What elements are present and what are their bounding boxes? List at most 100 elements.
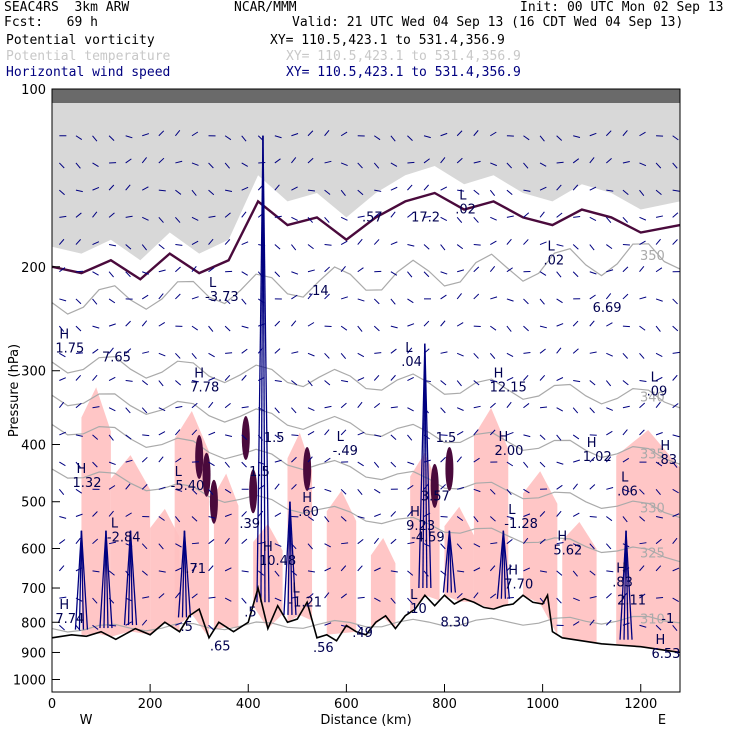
pv-anomaly (430, 463, 439, 508)
wind-vector (291, 456, 297, 463)
wind-vector (75, 513, 83, 517)
x-tick-label: 200 (138, 697, 163, 712)
wind-vector (340, 296, 348, 300)
wind-vector (158, 516, 165, 521)
theta-label: 350 (640, 249, 665, 264)
extremum-value: -1 (661, 612, 674, 627)
wind-vector (158, 593, 165, 599)
wind-vector (191, 162, 199, 166)
wind-vector (75, 189, 83, 193)
wind-vector (59, 377, 66, 381)
wind-vector (142, 133, 150, 137)
wind-vector (373, 402, 381, 409)
wind-vector (440, 186, 448, 191)
wind-vector (158, 293, 164, 300)
updraft-vector (424, 343, 432, 589)
wind-vector (506, 516, 514, 519)
wind-vector (142, 271, 149, 275)
extremum-marker: H (587, 436, 597, 451)
wind-vector (523, 325, 529, 332)
wind-vector (456, 157, 463, 164)
wind-vector (390, 348, 397, 354)
extremum-value: .09 (647, 384, 668, 399)
y-tick-label: 600 (21, 542, 46, 557)
wind-vector (191, 516, 198, 522)
wind-vector (622, 293, 629, 300)
wind-vector (241, 461, 247, 468)
wind-vector (656, 597, 664, 599)
updraft-vector (256, 135, 264, 603)
wind-vector (523, 488, 530, 494)
updraft-vector (260, 135, 264, 603)
wind-vector (572, 184, 579, 191)
wind-vector (208, 516, 216, 519)
wind-vector (291, 157, 297, 164)
wind-vector (390, 211, 396, 218)
wind-vector (655, 432, 663, 436)
cloud-shading (523, 471, 558, 635)
wind-vector (141, 619, 148, 626)
wind-vector (672, 624, 678, 632)
wind-vector (373, 239, 380, 245)
wind-vector (158, 217, 164, 223)
wind-vector (341, 624, 349, 628)
wind-vector (324, 160, 332, 164)
wind-vector (506, 215, 514, 218)
updraft-vector (424, 343, 428, 589)
extremum-marker: L (459, 189, 467, 204)
wind-vector (92, 461, 98, 468)
wind-vector (224, 162, 230, 169)
wind-vector (291, 380, 298, 386)
updraft-vector (177, 530, 186, 618)
wind-vector (606, 244, 613, 250)
wind-vector (75, 298, 82, 305)
wind-vector (274, 184, 280, 191)
wind-vector (75, 135, 83, 141)
wind-vector (208, 189, 215, 196)
wind-vector (125, 407, 131, 414)
wind-vector (175, 488, 183, 492)
theta-label: 330 (640, 501, 665, 516)
wind-vector (473, 217, 479, 223)
wind-vector (324, 266, 331, 273)
wind-vector (208, 596, 216, 599)
wind-vector (108, 541, 117, 545)
extremum-marker: H (557, 530, 567, 545)
wind-vector (622, 352, 628, 359)
wind-vector (241, 538, 248, 545)
wind-vector (390, 538, 397, 545)
pv-anomaly (445, 446, 454, 491)
wind-vector (208, 325, 214, 332)
wind-vector (357, 352, 365, 358)
wind-vector (224, 212, 231, 218)
wind-vector (373, 461, 380, 468)
wind-vector (655, 624, 662, 631)
wind-vector (506, 401, 512, 409)
wind-vector (307, 217, 313, 223)
wind-vector (473, 405, 481, 409)
updraft-vector (496, 530, 505, 599)
wind-vector (572, 407, 579, 414)
wind-vector (606, 516, 613, 522)
wind-vector (456, 407, 464, 411)
wind-vector (672, 567, 680, 572)
wind-vector (407, 541, 415, 545)
wind-vector (340, 131, 348, 137)
wind-vector (59, 431, 66, 436)
wind-vector (59, 596, 67, 599)
wind-vector (191, 240, 199, 245)
wind-vector (75, 402, 82, 409)
wind-vector (390, 406, 398, 409)
wind-vector (556, 570, 563, 576)
extremum-value: -.49 (333, 444, 358, 459)
wind-vector (58, 401, 65, 409)
wind-vector (125, 512, 132, 517)
wind-vector (523, 135, 530, 141)
wind-vector (589, 186, 597, 191)
wind-vector (539, 374, 546, 381)
wind-vector (440, 320, 446, 327)
extremum-value: 10.48 (259, 554, 296, 569)
wind-vector (506, 267, 513, 273)
wind-vector (456, 430, 464, 436)
wind-vector (191, 380, 199, 383)
